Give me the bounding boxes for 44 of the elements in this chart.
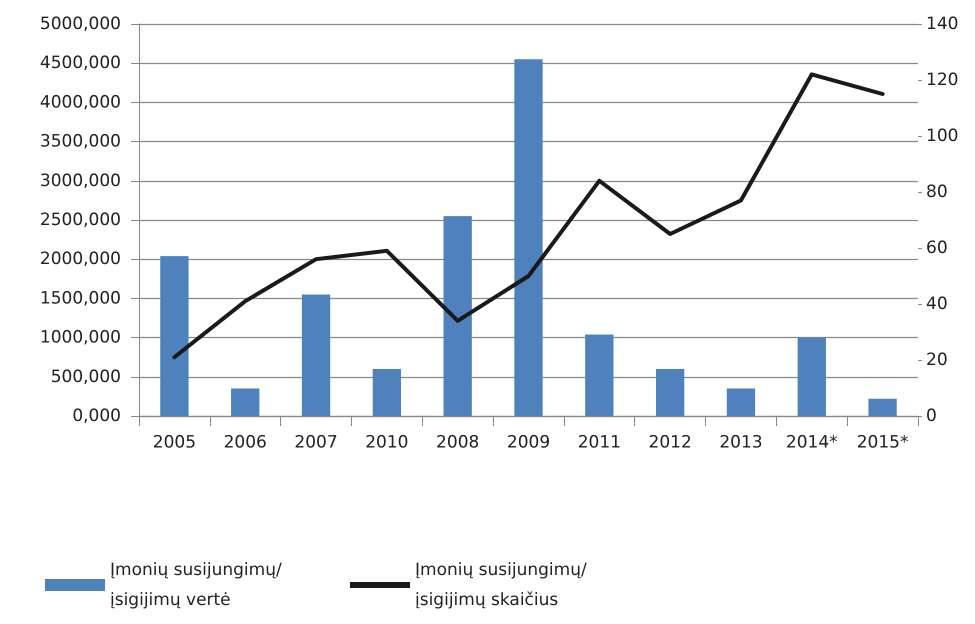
line-series xyxy=(172,72,885,360)
x-tick-label: 2008 xyxy=(436,432,480,452)
x-tick-label: 2006 xyxy=(224,432,267,452)
x-tick-label: 2011 xyxy=(578,432,621,452)
bar xyxy=(868,398,897,416)
y-tick-label: 0,000 xyxy=(72,406,121,426)
x-tick-label: 2014* xyxy=(786,432,838,452)
bar xyxy=(372,368,402,416)
bar xyxy=(726,388,756,416)
bar xyxy=(160,256,189,416)
y2-tick-label: 100 xyxy=(926,126,958,146)
y-tick-label: 3000,000 xyxy=(40,170,121,191)
x-tick-label: 2013 xyxy=(719,432,763,452)
y-tick-label: 500,000 xyxy=(50,366,121,387)
x-tick-label: 2012 xyxy=(648,432,692,452)
y-tick-label: 4500,000 xyxy=(40,53,121,74)
bar xyxy=(798,338,826,416)
bar xyxy=(514,59,543,416)
y-tick-label: 2500,000 xyxy=(40,210,121,230)
x-tick-label: 2010 xyxy=(365,432,408,452)
y-tick-label: 5000,000 xyxy=(40,14,121,34)
x-tick-label: 2009 xyxy=(506,432,550,452)
bar xyxy=(231,388,260,416)
y2-tick-label: 80 xyxy=(926,182,948,202)
y-tick-label: 3500,000 xyxy=(40,132,121,152)
bar xyxy=(444,216,472,416)
y2-tick-label: 60 xyxy=(926,238,948,258)
y-tick-label: 1500,000 xyxy=(40,288,121,308)
bar xyxy=(656,368,684,416)
bar xyxy=(585,334,614,416)
y-tick-label: 2000,000 xyxy=(40,249,121,270)
y-tick-label: 1000,000 xyxy=(40,328,121,348)
y2-tick-label: 20 xyxy=(926,350,948,370)
y-tick-label: 4000,000 xyxy=(40,92,121,112)
bar xyxy=(302,294,330,416)
y2-tick-label: 120 xyxy=(926,70,958,90)
x-tick-label: 2015* xyxy=(856,432,908,452)
y2-tick-label: 140 xyxy=(926,14,958,34)
legend-label: Įmonių susijungimų/įsigijimų skaičius xyxy=(415,560,587,610)
y2-tick-label: 40 xyxy=(926,294,948,314)
x-tick-label: 2005 xyxy=(152,432,196,452)
legend-label: Įmonių susijungimų/įsigijimų vertė xyxy=(110,560,282,610)
x-tick-label: 2007 xyxy=(294,432,338,452)
y2-tick-label: 0 xyxy=(926,406,937,426)
